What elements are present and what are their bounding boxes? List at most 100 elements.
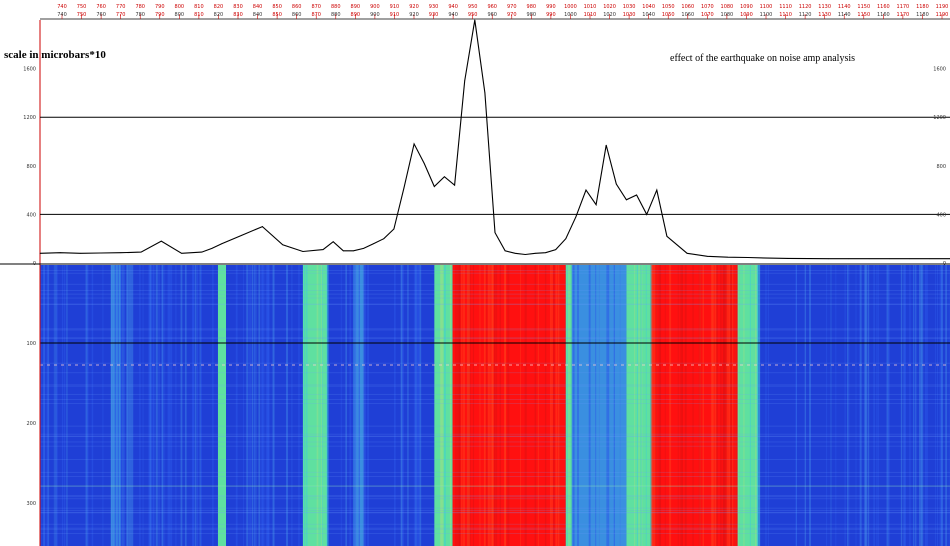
top-axis-tick-label-red: 1170: [897, 4, 910, 10]
heatmap-texture-stripe: [743, 265, 745, 546]
heatmap-texture-stripe: [459, 265, 460, 546]
heatmap-row-stripe: [40, 507, 950, 509]
heatmap-row-stripe: [40, 533, 950, 534]
heatmap-texture-stripe: [921, 265, 923, 546]
heatmap-texture-stripe: [66, 265, 68, 546]
heatmap-texture-stripe: [402, 265, 404, 546]
data-point: [615, 183, 617, 185]
heatmap-texture-stripe: [457, 265, 460, 546]
heatmap-row-stripe: [40, 471, 950, 473]
top-axis-tick-label: 880: [331, 12, 341, 18]
top-axis-tick-label: 910: [390, 12, 400, 18]
top-axis-tick-label-red: 980: [527, 4, 537, 10]
scale-label: scale in microbars*10: [4, 49, 106, 61]
data-point: [848, 258, 850, 260]
heatmap-texture-stripe: [755, 265, 757, 546]
y-axis-tick-label: 400: [26, 212, 36, 218]
heatmap-texture-stripe: [486, 265, 488, 546]
heatmap-texture-stripe: [716, 265, 718, 546]
heatmap-texture-stripe: [85, 265, 88, 546]
heatmap-texture-stripe: [40, 265, 42, 546]
top-axis-tick-label-red: 1100: [760, 4, 773, 10]
heatmap-texture-stripe: [558, 265, 560, 546]
heatmap-texture-stripe: [555, 265, 558, 546]
heatmap-texture-stripe: [286, 265, 289, 546]
heatmap-texture-stripe: [684, 265, 687, 546]
heatmap-texture-stripe: [126, 265, 128, 546]
data-point: [929, 258, 931, 260]
top-axis-tick-label-red: 1190: [936, 4, 949, 10]
data-point: [888, 258, 890, 260]
heatmap-texture-stripe: [619, 265, 621, 546]
top-axis-tick-label-red: 1070: [701, 4, 714, 10]
heatmap-texture-stripe: [55, 265, 57, 546]
top-axis-tick-label: 1120: [799, 12, 812, 18]
data-point: [626, 199, 627, 201]
heatmap-texture-stripe: [830, 265, 832, 546]
heatmap-texture-stripe: [595, 265, 597, 546]
heatmap-texture-stripe: [139, 265, 141, 546]
heatmap-texture-stripe: [865, 265, 868, 546]
heatmap-texture-stripe: [638, 265, 640, 546]
heatmap-texture-stripe: [924, 265, 927, 546]
heatmap-texture-stripe: [444, 265, 446, 546]
heatmap-texture-stripe: [358, 265, 360, 546]
heatmap-texture-stripe: [199, 265, 201, 546]
data-point: [322, 249, 324, 251]
heatmap-texture-stripe: [492, 265, 494, 546]
y-axis-tick-label-right: 1200: [933, 115, 946, 121]
heatmap-texture-stripe: [53, 265, 55, 546]
heatmap-texture-stripe: [921, 265, 924, 546]
heatmap-row-stripe: [40, 329, 950, 331]
heatmap-row-stripe: [40, 486, 950, 487]
heatmap-row-stripe: [40, 393, 950, 395]
heatmap-texture-stripe: [400, 265, 403, 546]
heatmap-texture-stripe: [877, 265, 879, 546]
heatmap-texture-stripe: [192, 265, 194, 546]
top-axis-tick-label: 1030: [623, 12, 636, 18]
top-axis-tick-label-red: 840: [253, 4, 263, 10]
heatmap-texture-stripe: [835, 265, 837, 546]
top-axis-tick-label-red: 1130: [818, 4, 831, 10]
heatmap-texture-stripe: [111, 265, 114, 546]
top-axis-tick-label: 930: [429, 12, 439, 18]
top-axis-tick-label: 810: [194, 12, 204, 18]
heatmap-band: [40, 265, 111, 546]
y-axis-tick-label-right: 0: [943, 261, 946, 267]
heatmap-texture-stripe: [637, 265, 639, 546]
top-axis-tick-label: 1060: [681, 12, 694, 18]
heatmap-texture-stripe: [184, 265, 187, 546]
top-axis-tick-label: 1080: [721, 12, 734, 18]
heatmap-texture-stripe: [129, 265, 131, 546]
heatmap-texture-stripe: [567, 265, 570, 546]
data-point: [585, 189, 587, 191]
heatmap-texture-stripe: [886, 265, 889, 546]
heatmap-texture-stripe: [653, 265, 656, 546]
data-point: [181, 252, 182, 254]
heatmap-y-tick-label: 100: [26, 341, 36, 347]
data-point: [332, 241, 334, 243]
top-axis-tick-label: 890: [351, 12, 361, 18]
data-point: [140, 251, 142, 253]
top-axis-tick-label: 1180: [916, 12, 929, 18]
top-axis-tick-label-red: 970: [507, 4, 517, 10]
data-point: [282, 244, 284, 246]
heatmap-row-stripe: [40, 337, 950, 339]
data-point: [767, 257, 769, 259]
data-point: [201, 251, 203, 253]
top-axis-tick-label-red: 810: [194, 4, 204, 10]
top-axis-tick-label: 1040: [642, 12, 655, 18]
y-axis-tick-label: 1200: [23, 115, 36, 121]
heatmap-texture-stripe: [170, 265, 173, 546]
top-axis-tick-label: 760: [96, 12, 106, 18]
heatmap-texture-stripe: [496, 265, 498, 546]
heatmap-texture-stripe: [710, 265, 714, 546]
heatmap-texture-stripe: [493, 265, 496, 546]
data-point: [727, 256, 728, 258]
heatmap-texture-stripe: [121, 265, 123, 546]
heatmap-texture-stripe: [91, 265, 94, 546]
data-point: [221, 243, 223, 244]
heatmap-texture-stripe: [572, 265, 575, 546]
heatmap-texture-stripe: [714, 265, 717, 546]
